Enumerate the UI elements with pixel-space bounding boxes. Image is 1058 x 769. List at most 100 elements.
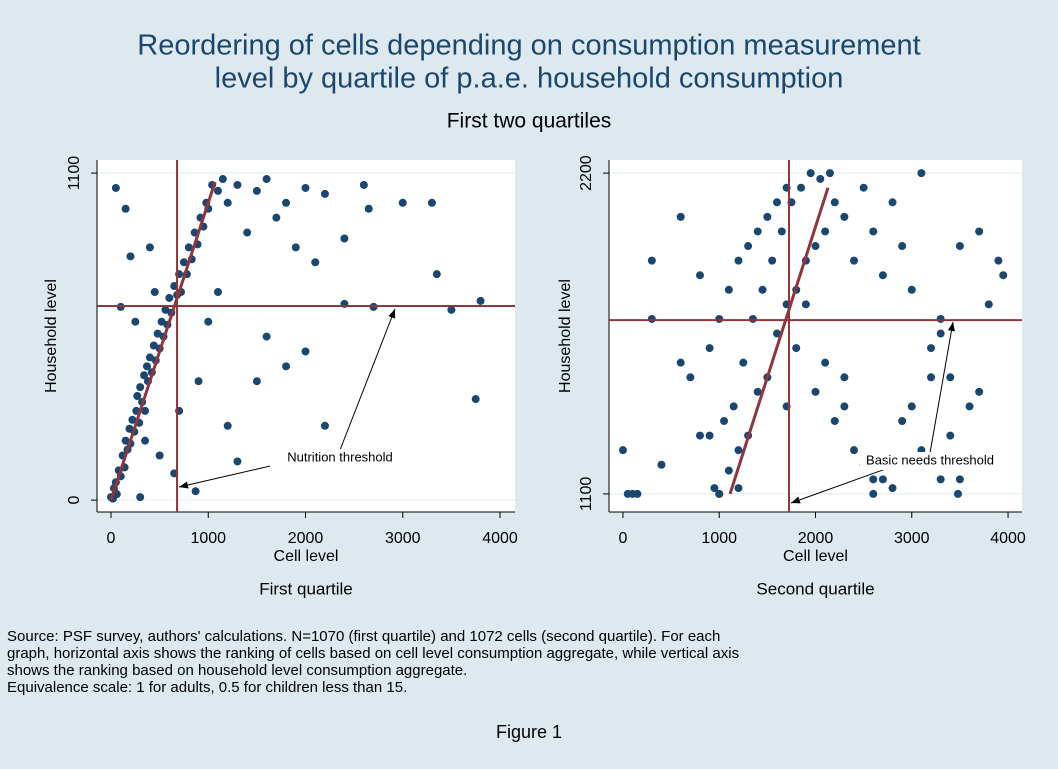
point bbox=[917, 169, 926, 178]
point bbox=[830, 198, 839, 207]
y-tick-label: 1100 bbox=[578, 477, 595, 512]
point bbox=[946, 431, 955, 440]
x-tick-label: 2000 bbox=[798, 530, 834, 547]
point bbox=[907, 402, 916, 411]
point bbox=[801, 300, 810, 309]
title: Reordering of cells depending on consump… bbox=[137, 30, 920, 62]
y-axis-label: Household level bbox=[43, 279, 60, 393]
point bbox=[618, 446, 627, 455]
point bbox=[447, 305, 456, 314]
note: Equivalence scale: 1 for adults, 0.5 for… bbox=[7, 679, 407, 696]
x-axis-label: Cell level bbox=[274, 548, 339, 565]
y-tick-label: 2200 bbox=[578, 155, 595, 191]
point bbox=[811, 387, 820, 396]
subtitle: First two quartiles bbox=[447, 110, 612, 133]
point bbox=[427, 198, 436, 207]
annotation-bg bbox=[860, 452, 1000, 470]
point bbox=[715, 314, 724, 323]
x-tick-label: 4000 bbox=[990, 530, 1026, 547]
point bbox=[739, 358, 748, 367]
point bbox=[262, 175, 271, 184]
point bbox=[965, 402, 974, 411]
x-tick-label: 4000 bbox=[482, 530, 518, 547]
point bbox=[724, 285, 733, 294]
chart-subtitle: Second quartile bbox=[756, 579, 874, 598]
point bbox=[825, 169, 834, 178]
point bbox=[869, 227, 878, 236]
point bbox=[141, 436, 150, 445]
point bbox=[133, 392, 142, 401]
point bbox=[676, 358, 685, 367]
point bbox=[204, 317, 213, 326]
point bbox=[830, 417, 839, 426]
point bbox=[888, 484, 897, 493]
point bbox=[734, 256, 743, 265]
point bbox=[291, 243, 300, 252]
point bbox=[768, 256, 777, 265]
point bbox=[320, 421, 329, 430]
point bbox=[398, 198, 407, 207]
point bbox=[758, 285, 767, 294]
point bbox=[821, 358, 830, 367]
point bbox=[729, 402, 738, 411]
point bbox=[282, 198, 291, 207]
point bbox=[136, 383, 145, 392]
point bbox=[179, 258, 188, 267]
point bbox=[869, 475, 878, 484]
x-axis-label: Cell level bbox=[783, 548, 848, 565]
fit-line bbox=[109, 181, 217, 501]
point bbox=[936, 329, 945, 338]
point bbox=[320, 189, 329, 198]
point bbox=[984, 300, 993, 309]
note: Source: PSF survey, authors' calculation… bbox=[7, 628, 720, 645]
annotation: Nutrition threshold bbox=[287, 449, 393, 464]
point bbox=[975, 387, 984, 396]
point bbox=[131, 317, 140, 326]
x-tick-label: 0 bbox=[107, 530, 116, 547]
y-tick-label: 0 bbox=[66, 496, 83, 505]
point bbox=[878, 271, 887, 280]
point bbox=[850, 446, 859, 455]
point bbox=[927, 373, 936, 382]
point bbox=[647, 314, 656, 323]
point bbox=[141, 406, 150, 415]
point bbox=[142, 362, 151, 371]
point bbox=[859, 183, 868, 192]
point bbox=[686, 373, 695, 382]
point bbox=[816, 174, 825, 183]
point bbox=[946, 373, 955, 382]
x-tick-label: 0 bbox=[619, 530, 628, 547]
point bbox=[724, 466, 733, 475]
point bbox=[975, 227, 984, 236]
y-tick-label: 1100 bbox=[66, 156, 83, 191]
point bbox=[282, 362, 291, 371]
point bbox=[777, 227, 786, 236]
point bbox=[772, 329, 781, 338]
point bbox=[647, 256, 656, 265]
point bbox=[840, 402, 849, 411]
annotation: Basic needs threshold bbox=[866, 452, 994, 467]
point bbox=[252, 186, 261, 195]
point bbox=[432, 270, 441, 279]
point bbox=[994, 256, 1003, 265]
chart-subtitle: First quartile bbox=[259, 579, 353, 598]
point bbox=[218, 175, 227, 184]
annotation-bg bbox=[270, 449, 410, 467]
point bbox=[710, 484, 719, 493]
caption: Figure 1 bbox=[496, 722, 562, 742]
point bbox=[869, 489, 878, 498]
point bbox=[223, 421, 232, 430]
point bbox=[888, 198, 897, 207]
x-tick-label: 3000 bbox=[385, 530, 421, 547]
point bbox=[907, 285, 916, 294]
point bbox=[821, 227, 830, 236]
point bbox=[953, 489, 962, 498]
point bbox=[272, 213, 281, 222]
point bbox=[806, 169, 815, 178]
point bbox=[999, 271, 1008, 280]
point bbox=[936, 475, 945, 484]
point bbox=[772, 198, 781, 207]
point bbox=[471, 395, 480, 404]
point bbox=[145, 243, 154, 252]
point bbox=[476, 296, 485, 305]
